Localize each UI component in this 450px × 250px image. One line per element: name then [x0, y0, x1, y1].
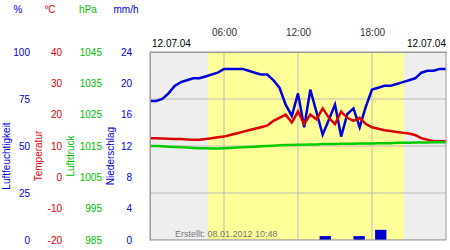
tick-label: 40 [51, 47, 63, 58]
series-line [150, 69, 446, 137]
tick: 75 [19, 94, 31, 105]
tick-label: 75 [19, 94, 31, 105]
tick: 8 [126, 172, 132, 183]
tick-label: -10 [48, 203, 63, 214]
tick-label: 06:00 [212, 27, 237, 38]
annotation: Erstellt: 08.01.2012 10:48 [175, 229, 278, 239]
tick: 0 [24, 235, 30, 246]
y-axis: -20 -10 0 10 20 30 40 [48, 47, 63, 246]
tick: 40 [51, 47, 63, 58]
y-axis: 0 4 8 12 16 20 24 [121, 47, 133, 246]
tick-label: 20 [51, 109, 63, 120]
tick-label: 18:00 [360, 27, 385, 38]
axis-unit: % [14, 4, 23, 15]
rain-bar [354, 236, 365, 240]
tick-label: 50 [19, 141, 31, 152]
series-line [150, 108, 446, 141]
date-right: 12.07.04 [407, 38, 446, 49]
x-axis: 06:00 12:00 18:00 [151, 27, 447, 53]
tick-label: 1045 [80, 47, 103, 58]
tick-label: 12:00 [286, 27, 311, 38]
tick-label: 0 [56, 172, 62, 183]
tick-label: 1015 [80, 141, 103, 152]
tick-label: 985 [85, 235, 102, 246]
axis-line [132, 53, 133, 241]
tick: 50 [19, 141, 31, 152]
tick: -10 [48, 203, 63, 214]
y-axis: 0 25 50 75 100 [13, 47, 30, 246]
tick: 1005 [80, 172, 103, 183]
rain-bar [375, 230, 386, 240]
grid-line-v [372, 52, 373, 240]
tick: 985 [85, 235, 102, 246]
tick-label: 30 [51, 78, 63, 89]
tick: 0 [56, 172, 62, 183]
tick-label: 0 [126, 235, 132, 246]
tick-label: 12 [121, 141, 133, 152]
tick: 1045 [80, 47, 103, 58]
rain-bar [320, 236, 331, 240]
axis-line [102, 53, 103, 241]
tick: 1015 [80, 141, 103, 152]
plot-background [150, 52, 446, 240]
tick: 30 [51, 78, 63, 89]
tick: 24 [121, 47, 133, 58]
axis-unit: mm/h [114, 4, 139, 15]
series-line [150, 142, 446, 148]
axis-line [62, 53, 63, 241]
tick-label: 1035 [80, 78, 103, 89]
plot-edge-axis [150, 53, 151, 241]
tick: 16 [121, 109, 133, 120]
tick: 06:00 [212, 27, 237, 52]
axis-line [151, 52, 447, 53]
chart: 0 25 50 75 100% Luftfeuchtigkeit -20 -10 0 10 20 30… [0, 0, 450, 250]
tick-label: 20 [121, 78, 133, 89]
tick: 25 [19, 188, 31, 199]
tick-label: 1005 [80, 172, 103, 183]
tick-label: 25 [19, 188, 31, 199]
tick-label: 1025 [80, 109, 103, 120]
tick: 4 [126, 203, 132, 214]
tick: 1025 [80, 109, 103, 120]
tick-label: 24 [121, 47, 133, 58]
axis-title: Luftdruck [65, 134, 76, 176]
tick: 995 [85, 203, 102, 214]
tick-label: 995 [85, 203, 102, 214]
tick: 1035 [80, 78, 103, 89]
axis-title: Niederschlag [105, 127, 116, 185]
tick-label: 10 [51, 141, 63, 152]
axis-line [30, 53, 31, 241]
axis-title: Temperatur [33, 130, 44, 181]
tick: 100 [13, 47, 30, 58]
date-left: 12.07.04 [152, 38, 191, 49]
axis-title: Luftfeuchtigkeit [1, 122, 12, 189]
tick-label: 100 [13, 47, 30, 58]
tick-label: -20 [48, 235, 63, 246]
tick: -20 [48, 235, 63, 246]
tick: 12:00 [286, 27, 311, 52]
tick-label: 0 [24, 235, 30, 246]
grid-line-v [224, 52, 225, 240]
axis-unit: °C [44, 4, 55, 15]
tick-label: 16 [121, 109, 133, 120]
tick-label: 8 [126, 172, 132, 183]
tick: 0 [126, 235, 132, 246]
plot-frame [150, 52, 446, 240]
tick: 20 [121, 78, 133, 89]
grid-line-h [150, 52, 446, 53]
tick: 20 [51, 109, 63, 120]
plot-area [150, 52, 446, 240]
tick: 10 [51, 141, 63, 152]
axis-unit: hPa [79, 4, 97, 15]
y-axis: 985 995 1005 1015 1025 1035 1045 [80, 47, 103, 246]
axis-line [150, 53, 151, 241]
tick-label: 4 [126, 203, 132, 214]
tick: 12 [121, 141, 133, 152]
tick: 18:00 [360, 27, 385, 52]
